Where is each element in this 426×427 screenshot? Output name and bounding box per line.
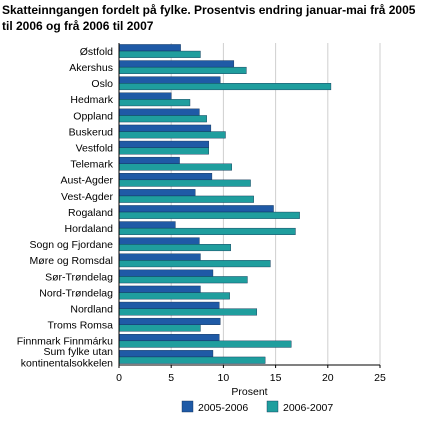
bar-series-1	[118, 350, 214, 358]
bar-series-2	[118, 244, 231, 252]
category-label: Aust-Agder	[60, 175, 113, 187]
bar-series-2	[118, 195, 254, 203]
x-tick-label: 25	[374, 372, 386, 384]
bar-series-2	[118, 227, 296, 235]
x-tick-label: 15	[270, 372, 282, 384]
category-label: Buskerud	[69, 126, 114, 138]
bar-series-1	[118, 221, 176, 229]
category-label: Hedmark	[70, 94, 113, 106]
bar-series-2	[118, 163, 232, 171]
bar-series-1	[118, 285, 201, 293]
bar-series-1	[118, 253, 201, 261]
bar-series-1	[118, 189, 196, 197]
category-labels: Østfold Akershus Oslo Hedmark Oppland Buskeru…	[17, 46, 114, 370]
bar-series-2	[118, 50, 201, 58]
legend-label: 2005-2006	[198, 402, 248, 414]
bar-series-2	[118, 83, 332, 91]
bar-series-1	[118, 237, 200, 245]
category-label: Møre og Romsdal	[30, 255, 113, 267]
bar-series-1	[118, 317, 221, 325]
category-label: Troms Romsa	[47, 320, 113, 332]
category-label: Rogaland	[68, 207, 113, 219]
bar-series-1	[118, 60, 235, 68]
bar-series-1	[118, 124, 212, 132]
legend-swatch	[266, 400, 279, 413]
category-label: Akershus	[69, 62, 113, 74]
category-label: Østfold	[80, 46, 113, 58]
bar-series-2	[118, 308, 258, 316]
category-label: Nord-Trøndelag	[39, 287, 113, 299]
bar-series-1	[118, 269, 214, 277]
chart-title-line: Skatteinngangen fordelt på fylke. Prosen…	[2, 3, 416, 17]
bar-series-2	[118, 147, 209, 155]
chart-title-line: til 2006 og frå 2006 til 2007	[2, 19, 154, 33]
bar-series-1	[118, 156, 180, 164]
bar-series-2	[118, 324, 201, 332]
chart-title: Skatteinngangen fordelt på fylke. Prosen…	[2, 3, 416, 33]
x-tick-labels: 0 5 10 15 20 25	[116, 365, 386, 384]
category-label: Vest-Agder	[61, 191, 113, 203]
x-tick-label: 0	[116, 372, 122, 384]
bar-series-1	[118, 76, 221, 84]
bars	[118, 44, 332, 364]
legend: 2005-2006 2006-2007	[181, 400, 333, 414]
x-axis-label: Prosent	[231, 386, 267, 398]
x-tick-label: 10	[218, 372, 230, 384]
bar-series-2	[118, 276, 248, 284]
legend-swatch	[181, 400, 194, 413]
bar-series-1	[118, 173, 213, 181]
category-label: kontinentalsokkelen	[21, 358, 113, 370]
bar-series-1	[118, 108, 200, 116]
bar-series-2	[118, 179, 251, 187]
bar-series-2	[118, 340, 292, 348]
bar-series-2	[118, 66, 247, 74]
axes	[118, 43, 380, 366]
bar-series-2	[118, 292, 230, 300]
x-tick-label: 20	[322, 372, 334, 384]
category-label: Sum fylke utan	[44, 346, 114, 358]
bar-series-1	[118, 140, 209, 148]
category-label: Telemark	[70, 159, 113, 171]
bar-series-2	[118, 211, 300, 219]
bar-series-1	[118, 44, 181, 52]
bar-series-2	[118, 115, 207, 123]
category-label: Vestfold	[76, 142, 114, 154]
gridlines	[170, 43, 381, 365]
bar-series-2	[118, 131, 226, 139]
bar-series-2	[118, 356, 266, 364]
category-label: Oppland	[73, 110, 113, 122]
category-label: Finnmark Finnmárku	[17, 336, 113, 348]
bar-series-1	[118, 205, 274, 213]
category-label: Hordaland	[65, 223, 114, 235]
legend-label: 2006-2007	[283, 402, 333, 414]
category-label: Sør-Trøndelag	[45, 271, 113, 283]
bar-series-1	[118, 92, 172, 100]
bar-series-1	[118, 301, 220, 309]
bar-series-2	[118, 260, 271, 268]
x-tick-label: 5	[168, 372, 174, 384]
bar-series-1	[118, 334, 220, 342]
category-label: Nordland	[70, 303, 113, 315]
bar-series-2	[118, 99, 191, 107]
category-label: Sogn og Fjordane	[30, 239, 114, 251]
category-label: Oslo	[91, 78, 113, 90]
